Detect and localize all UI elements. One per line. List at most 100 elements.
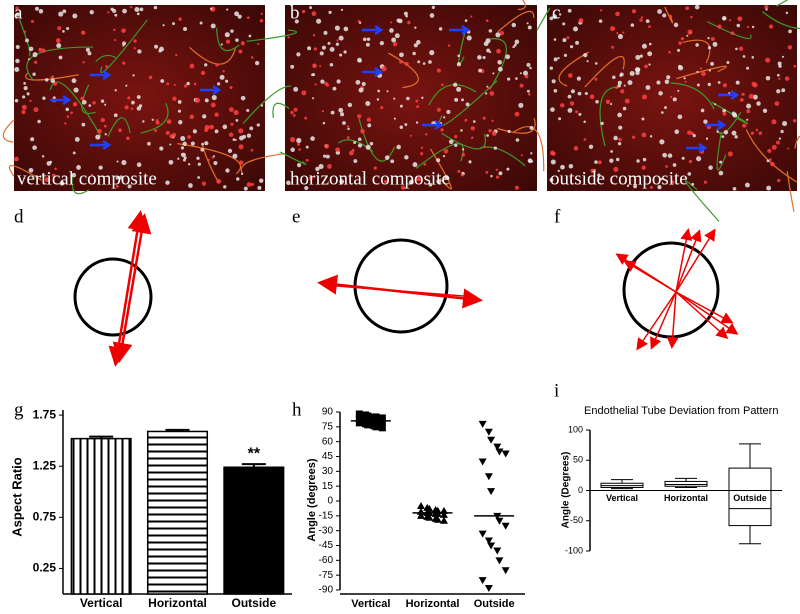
nucleus — [765, 57, 771, 63]
nucleus — [362, 37, 367, 42]
nucleus — [338, 35, 344, 41]
nucleus — [329, 46, 335, 52]
nucleus — [762, 108, 768, 113]
nucleus — [23, 82, 26, 85]
vessel — [438, 80, 498, 127]
nucleus — [465, 102, 470, 107]
nucleus — [609, 26, 616, 32]
nucleus — [641, 132, 647, 138]
nucleus — [81, 122, 86, 127]
vessel — [536, 7, 551, 31]
nucleus — [216, 82, 221, 86]
nucleus — [549, 66, 553, 70]
x-tick-label: Outside — [231, 596, 276, 610]
nucleus — [71, 78, 77, 84]
nucleus — [81, 30, 86, 35]
nucleus — [296, 163, 302, 168]
nucleus — [420, 146, 424, 149]
nucleus — [770, 161, 775, 167]
nucleus — [657, 184, 662, 190]
nucleus — [222, 124, 228, 130]
nucleus — [670, 95, 673, 99]
nucleus — [346, 136, 350, 139]
image-caption: outside composite — [550, 168, 688, 189]
nucleus — [527, 25, 532, 30]
nucleus — [708, 165, 713, 170]
nucleus — [72, 102, 78, 107]
whisker — [611, 479, 633, 484]
vessel — [388, 52, 419, 89]
nucleus — [428, 182, 433, 187]
nucleus — [495, 175, 500, 179]
nucleus — [122, 61, 126, 65]
nucleus — [744, 182, 750, 188]
nucleus — [319, 65, 322, 68]
y-tick-label: 1.75 — [33, 407, 57, 421]
nucleus — [568, 73, 573, 78]
data-point — [487, 488, 496, 496]
nucleus — [460, 173, 464, 177]
data-point — [478, 530, 487, 538]
nucleus — [314, 83, 317, 86]
nucleus — [177, 100, 182, 104]
nucleus — [100, 117, 105, 123]
nucleus — [233, 110, 239, 116]
nucleus — [415, 121, 419, 124]
nucleus — [416, 176, 422, 182]
nucleus — [343, 50, 347, 54]
nucleus — [115, 176, 119, 180]
nucleus — [421, 96, 424, 99]
nucleus — [464, 19, 468, 22]
nucleus — [88, 104, 92, 107]
nucleus — [700, 108, 705, 113]
nucleus — [563, 53, 568, 57]
nucleus — [133, 39, 137, 43]
nucleus — [629, 70, 635, 76]
nucleus — [23, 86, 28, 91]
nucleus — [703, 119, 708, 124]
vessel — [558, 51, 590, 87]
nucleus — [384, 155, 390, 160]
nucleus — [294, 19, 299, 24]
nucleus — [765, 8, 768, 11]
nucleus — [734, 135, 738, 139]
nucleus — [169, 134, 174, 139]
arrow — [675, 291, 739, 335]
nucleus — [73, 87, 79, 93]
nucleus — [707, 36, 710, 40]
x-tick-label: Outside — [474, 598, 515, 610]
nucleus — [250, 182, 255, 187]
nucleus — [665, 165, 668, 168]
nucleus — [72, 151, 76, 155]
nucleus — [557, 56, 560, 60]
nucleus — [568, 163, 574, 169]
nucleus — [42, 96, 46, 100]
nucleus — [722, 17, 726, 21]
nucleus — [315, 166, 320, 172]
nucleus — [486, 48, 491, 53]
nucleus — [310, 136, 315, 141]
nucleus — [678, 65, 684, 71]
y-tick-label: 1.25 — [33, 458, 57, 472]
nucleus — [58, 11, 64, 17]
nucleus — [214, 129, 219, 134]
nucleus — [240, 95, 246, 101]
image-caption: vertical composite — [17, 168, 157, 189]
vessel — [71, 173, 90, 195]
nucleus — [491, 131, 497, 136]
error-bar — [241, 463, 266, 468]
nucleus — [412, 162, 418, 168]
x-tick-label: Horizontal — [148, 596, 207, 610]
nucleus — [312, 34, 316, 37]
nucleus — [728, 19, 732, 22]
nucleus — [497, 66, 503, 72]
nucleus — [408, 179, 414, 185]
nucleus — [549, 150, 555, 156]
nucleus — [583, 120, 586, 123]
nucleus — [549, 177, 554, 182]
nucleus — [54, 167, 57, 171]
nucleus — [742, 123, 747, 128]
nucleus — [423, 162, 427, 166]
data-point — [433, 515, 442, 523]
nucleus — [286, 180, 291, 186]
